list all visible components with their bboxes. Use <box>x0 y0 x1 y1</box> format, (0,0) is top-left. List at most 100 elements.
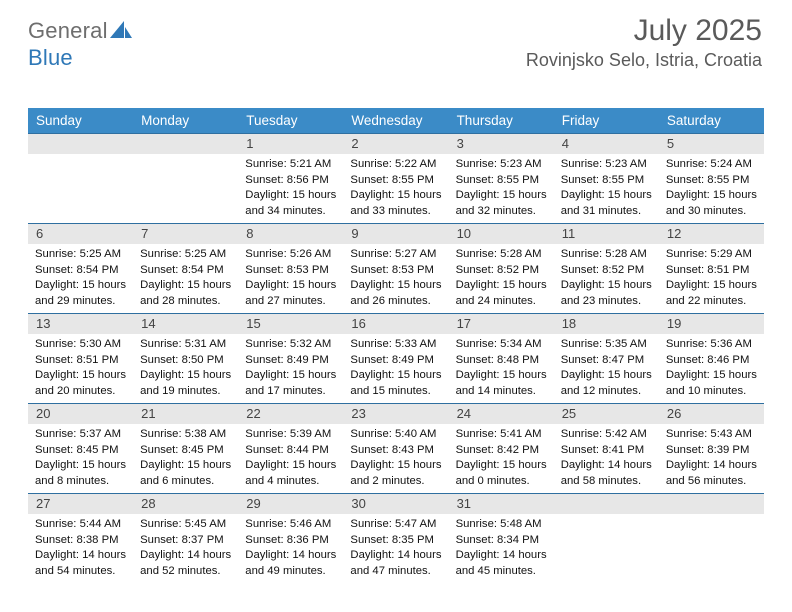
day-info-line: Sunset: 8:52 PM <box>456 263 547 279</box>
day-number: 4 <box>554 133 659 154</box>
calendar-day-cell: 22Sunrise: 5:39 AMSunset: 8:44 PMDayligh… <box>238 403 343 493</box>
day-info-line: Daylight: 14 hours <box>350 548 441 564</box>
day-number: 13 <box>28 313 133 334</box>
calendar-day-cell: 8Sunrise: 5:26 AMSunset: 8:53 PMDaylight… <box>238 223 343 313</box>
day-info-line: Daylight: 15 hours <box>350 458 441 474</box>
day-number: 18 <box>554 313 659 334</box>
day-number: 16 <box>343 313 448 334</box>
day-number: 3 <box>449 133 554 154</box>
day-info-line: Daylight: 15 hours <box>456 188 547 204</box>
day-info-line: Sunset: 8:55 PM <box>456 173 547 189</box>
day-number: 11 <box>554 223 659 244</box>
calendar-day-cell: 20Sunrise: 5:37 AMSunset: 8:45 PMDayligh… <box>28 403 133 493</box>
day-info-line: Sunrise: 5:41 AM <box>456 427 547 443</box>
day-info-line: Sunrise: 5:46 AM <box>245 517 336 533</box>
day-info-line: Sunset: 8:35 PM <box>350 533 441 549</box>
day-body: Sunrise: 5:38 AMSunset: 8:45 PMDaylight:… <box>133 424 238 489</box>
day-body: Sunrise: 5:32 AMSunset: 8:49 PMDaylight:… <box>238 334 343 399</box>
day-info-line: Sunrise: 5:35 AM <box>561 337 652 353</box>
day-info-line: and 52 minutes. <box>140 564 231 580</box>
day-info-line: and 4 minutes. <box>245 474 336 490</box>
day-info-line: Sunset: 8:56 PM <box>245 173 336 189</box>
day-body: Sunrise: 5:36 AMSunset: 8:46 PMDaylight:… <box>659 334 764 399</box>
day-info-line: Sunset: 8:50 PM <box>140 353 231 369</box>
day-info-line: Sunset: 8:34 PM <box>456 533 547 549</box>
day-number <box>554 493 659 514</box>
day-info-line: and 14 minutes. <box>456 384 547 400</box>
month-title: July 2025 <box>526 14 762 48</box>
day-body: Sunrise: 5:35 AMSunset: 8:47 PMDaylight:… <box>554 334 659 399</box>
day-info-line: Sunrise: 5:24 AM <box>666 157 757 173</box>
day-body: Sunrise: 5:27 AMSunset: 8:53 PMDaylight:… <box>343 244 448 309</box>
day-info-line: and 2 minutes. <box>350 474 441 490</box>
day-body: Sunrise: 5:37 AMSunset: 8:45 PMDaylight:… <box>28 424 133 489</box>
day-number <box>28 133 133 154</box>
calendar-day-cell: 13Sunrise: 5:30 AMSunset: 8:51 PMDayligh… <box>28 313 133 403</box>
brand-part1: General <box>28 18 108 43</box>
calendar-week-row: 13Sunrise: 5:30 AMSunset: 8:51 PMDayligh… <box>28 313 764 403</box>
day-info-line: Sunrise: 5:25 AM <box>35 247 126 263</box>
day-info-line: Sunset: 8:55 PM <box>350 173 441 189</box>
day-info-line: and 56 minutes. <box>666 474 757 490</box>
day-info-line: Sunset: 8:38 PM <box>35 533 126 549</box>
brand-text: GeneralBlue <box>28 18 132 71</box>
day-info-line: and 33 minutes. <box>350 204 441 220</box>
day-body: Sunrise: 5:30 AMSunset: 8:51 PMDaylight:… <box>28 334 133 399</box>
day-info-line: Sunrise: 5:26 AM <box>245 247 336 263</box>
brand-part2: Blue <box>28 45 73 70</box>
day-info-line: Daylight: 15 hours <box>140 278 231 294</box>
day-info-line: Sunrise: 5:29 AM <box>666 247 757 263</box>
day-info-line: Sunset: 8:43 PM <box>350 443 441 459</box>
day-number: 8 <box>238 223 343 244</box>
calendar-day-cell: 30Sunrise: 5:47 AMSunset: 8:35 PMDayligh… <box>343 493 448 583</box>
calendar-day-cell <box>28 133 133 223</box>
day-info-line: Sunrise: 5:32 AM <box>245 337 336 353</box>
day-info-line: Sunrise: 5:28 AM <box>456 247 547 263</box>
calendar-day-cell <box>133 133 238 223</box>
day-info-line: Sunset: 8:49 PM <box>245 353 336 369</box>
day-number <box>133 133 238 154</box>
day-info-line: Daylight: 15 hours <box>666 188 757 204</box>
calendar-week-row: 1Sunrise: 5:21 AMSunset: 8:56 PMDaylight… <box>28 133 764 223</box>
calendar-day-cell: 12Sunrise: 5:29 AMSunset: 8:51 PMDayligh… <box>659 223 764 313</box>
day-body <box>28 154 133 207</box>
day-info-line: Daylight: 14 hours <box>561 458 652 474</box>
day-number <box>659 493 764 514</box>
day-info-line: Daylight: 14 hours <box>35 548 126 564</box>
day-info-line: Daylight: 15 hours <box>245 188 336 204</box>
day-body: Sunrise: 5:28 AMSunset: 8:52 PMDaylight:… <box>449 244 554 309</box>
day-info-line: Sunrise: 5:40 AM <box>350 427 441 443</box>
day-info-line: Sunrise: 5:36 AM <box>666 337 757 353</box>
day-info-line: Sunrise: 5:23 AM <box>561 157 652 173</box>
day-number: 24 <box>449 403 554 424</box>
day-info-line: Sunset: 8:47 PM <box>561 353 652 369</box>
day-info-line: Sunrise: 5:47 AM <box>350 517 441 533</box>
day-body <box>554 514 659 567</box>
day-number: 26 <box>659 403 764 424</box>
calendar-day-cell: 10Sunrise: 5:28 AMSunset: 8:52 PMDayligh… <box>449 223 554 313</box>
day-info-line: Daylight: 15 hours <box>350 368 441 384</box>
day-body: Sunrise: 5:23 AMSunset: 8:55 PMDaylight:… <box>449 154 554 219</box>
day-info-line: Daylight: 15 hours <box>245 368 336 384</box>
calendar-week-row: 6Sunrise: 5:25 AMSunset: 8:54 PMDaylight… <box>28 223 764 313</box>
day-info-line: and 26 minutes. <box>350 294 441 310</box>
day-info-line: Sunrise: 5:34 AM <box>456 337 547 353</box>
day-info-line: Daylight: 15 hours <box>666 368 757 384</box>
day-info-line: Sunrise: 5:42 AM <box>561 427 652 443</box>
day-info-line: and 24 minutes. <box>456 294 547 310</box>
day-info-line: Sunrise: 5:30 AM <box>35 337 126 353</box>
calendar-day-cell: 18Sunrise: 5:35 AMSunset: 8:47 PMDayligh… <box>554 313 659 403</box>
day-info-line: Sunrise: 5:21 AM <box>245 157 336 173</box>
day-number: 7 <box>133 223 238 244</box>
day-info-line: Daylight: 15 hours <box>666 278 757 294</box>
calendar-week-row: 20Sunrise: 5:37 AMSunset: 8:45 PMDayligh… <box>28 403 764 493</box>
calendar-day-cell: 17Sunrise: 5:34 AMSunset: 8:48 PMDayligh… <box>449 313 554 403</box>
calendar-day-cell: 5Sunrise: 5:24 AMSunset: 8:55 PMDaylight… <box>659 133 764 223</box>
day-body: Sunrise: 5:46 AMSunset: 8:36 PMDaylight:… <box>238 514 343 579</box>
calendar-day-cell: 29Sunrise: 5:46 AMSunset: 8:36 PMDayligh… <box>238 493 343 583</box>
day-info-line: and 29 minutes. <box>35 294 126 310</box>
day-number: 27 <box>28 493 133 514</box>
day-info-line: and 30 minutes. <box>666 204 757 220</box>
day-info-line: Daylight: 15 hours <box>456 368 547 384</box>
day-number: 10 <box>449 223 554 244</box>
